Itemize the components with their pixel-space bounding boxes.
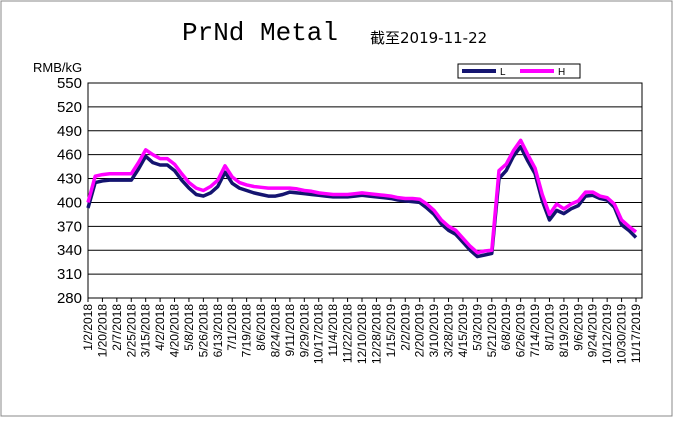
x-tick-label: 10/17/2018 xyxy=(312,304,326,364)
x-tick-label: 7/19/2018 xyxy=(240,304,254,358)
x-tick-label: 9/11/2018 xyxy=(283,304,297,357)
x-tick-label: 8/1/2019 xyxy=(542,304,556,351)
x-tick-label: 3/15/2018 xyxy=(139,304,153,358)
y-tick-label: 400 xyxy=(57,194,82,211)
x-tick-label: 11/4/2018 xyxy=(326,304,340,357)
x-tick-label: 9/6/2019 xyxy=(571,304,585,351)
y-tick-label: 340 xyxy=(57,242,82,259)
y-tick-label: 550 xyxy=(57,75,82,92)
x-tick-label: 12/10/2018 xyxy=(355,304,369,364)
x-tick-label: 2/2/2019 xyxy=(398,304,412,351)
y-tick-label: 490 xyxy=(57,123,82,140)
y-tick-label: 430 xyxy=(57,171,82,188)
chart-subtitle: 截至2019-11-22 xyxy=(370,29,487,47)
y-tick-label: 370 xyxy=(57,218,82,235)
line-series xyxy=(86,138,638,255)
x-tick-label: 1/2/2018 xyxy=(81,304,95,351)
x-tick-label: 8/24/2018 xyxy=(268,304,282,358)
x-tick-label: 8/6/2018 xyxy=(254,304,268,351)
x-tick-label: 5/3/2019 xyxy=(470,304,484,351)
x-tick-label: 6/26/2019 xyxy=(514,304,528,358)
x-tick-label: 1/15/2019 xyxy=(384,304,398,358)
x-tick-label: 4/20/2018 xyxy=(168,304,182,358)
x-tick-label: 4/2/2018 xyxy=(153,304,167,351)
x-tick-label: 11/17/2019 xyxy=(629,304,643,363)
x-tick-label: 5/8/2018 xyxy=(182,304,196,351)
x-tick-label: 10/30/2019 xyxy=(615,304,629,364)
legend-label: H xyxy=(558,67,565,78)
x-tick-label: 1/20/2018 xyxy=(95,304,109,358)
x-tick-label: 5/26/2018 xyxy=(196,304,210,358)
x-tick-label: 3/28/2019 xyxy=(442,304,456,358)
x-tick-label: 7/1/2018 xyxy=(225,304,239,351)
legend xyxy=(457,63,581,79)
x-tick-label: 5/21/2019 xyxy=(485,304,499,358)
y-tick-label: 460 xyxy=(57,147,82,164)
y-tick-label: 280 xyxy=(57,290,82,307)
plot-area xyxy=(87,82,643,299)
legend-label: L xyxy=(500,67,506,78)
x-tick-label: 7/14/2019 xyxy=(528,304,542,358)
x-tick-label: 9/29/2018 xyxy=(297,304,311,358)
y-axis-label: RMB/kG xyxy=(33,60,82,75)
x-tick-label: 12/28/2018 xyxy=(369,304,383,364)
x-tick-label: 9/24/2019 xyxy=(586,304,600,358)
x-tick-label: 6/8/2019 xyxy=(499,304,513,351)
x-tick-label: 8/19/2019 xyxy=(557,304,571,358)
x-tick-label: 3/10/2019 xyxy=(427,304,441,358)
x-tick-label: 2/20/2019 xyxy=(413,304,427,358)
chart-title: PrNd Metal xyxy=(182,18,338,48)
y-tick-label: 310 xyxy=(57,266,82,283)
line-series xyxy=(86,144,638,259)
x-tick-label: 11/22/2018 xyxy=(341,304,355,363)
x-tick-label: 4/15/2019 xyxy=(456,304,470,358)
x-tick-label: 2/7/2018 xyxy=(110,304,124,351)
x-tick-label: 2/25/2018 xyxy=(124,304,138,358)
y-tick-label: 520 xyxy=(57,99,82,116)
x-tick-label: 6/13/2018 xyxy=(211,304,225,358)
x-tick-label: 10/12/2019 xyxy=(600,304,614,364)
